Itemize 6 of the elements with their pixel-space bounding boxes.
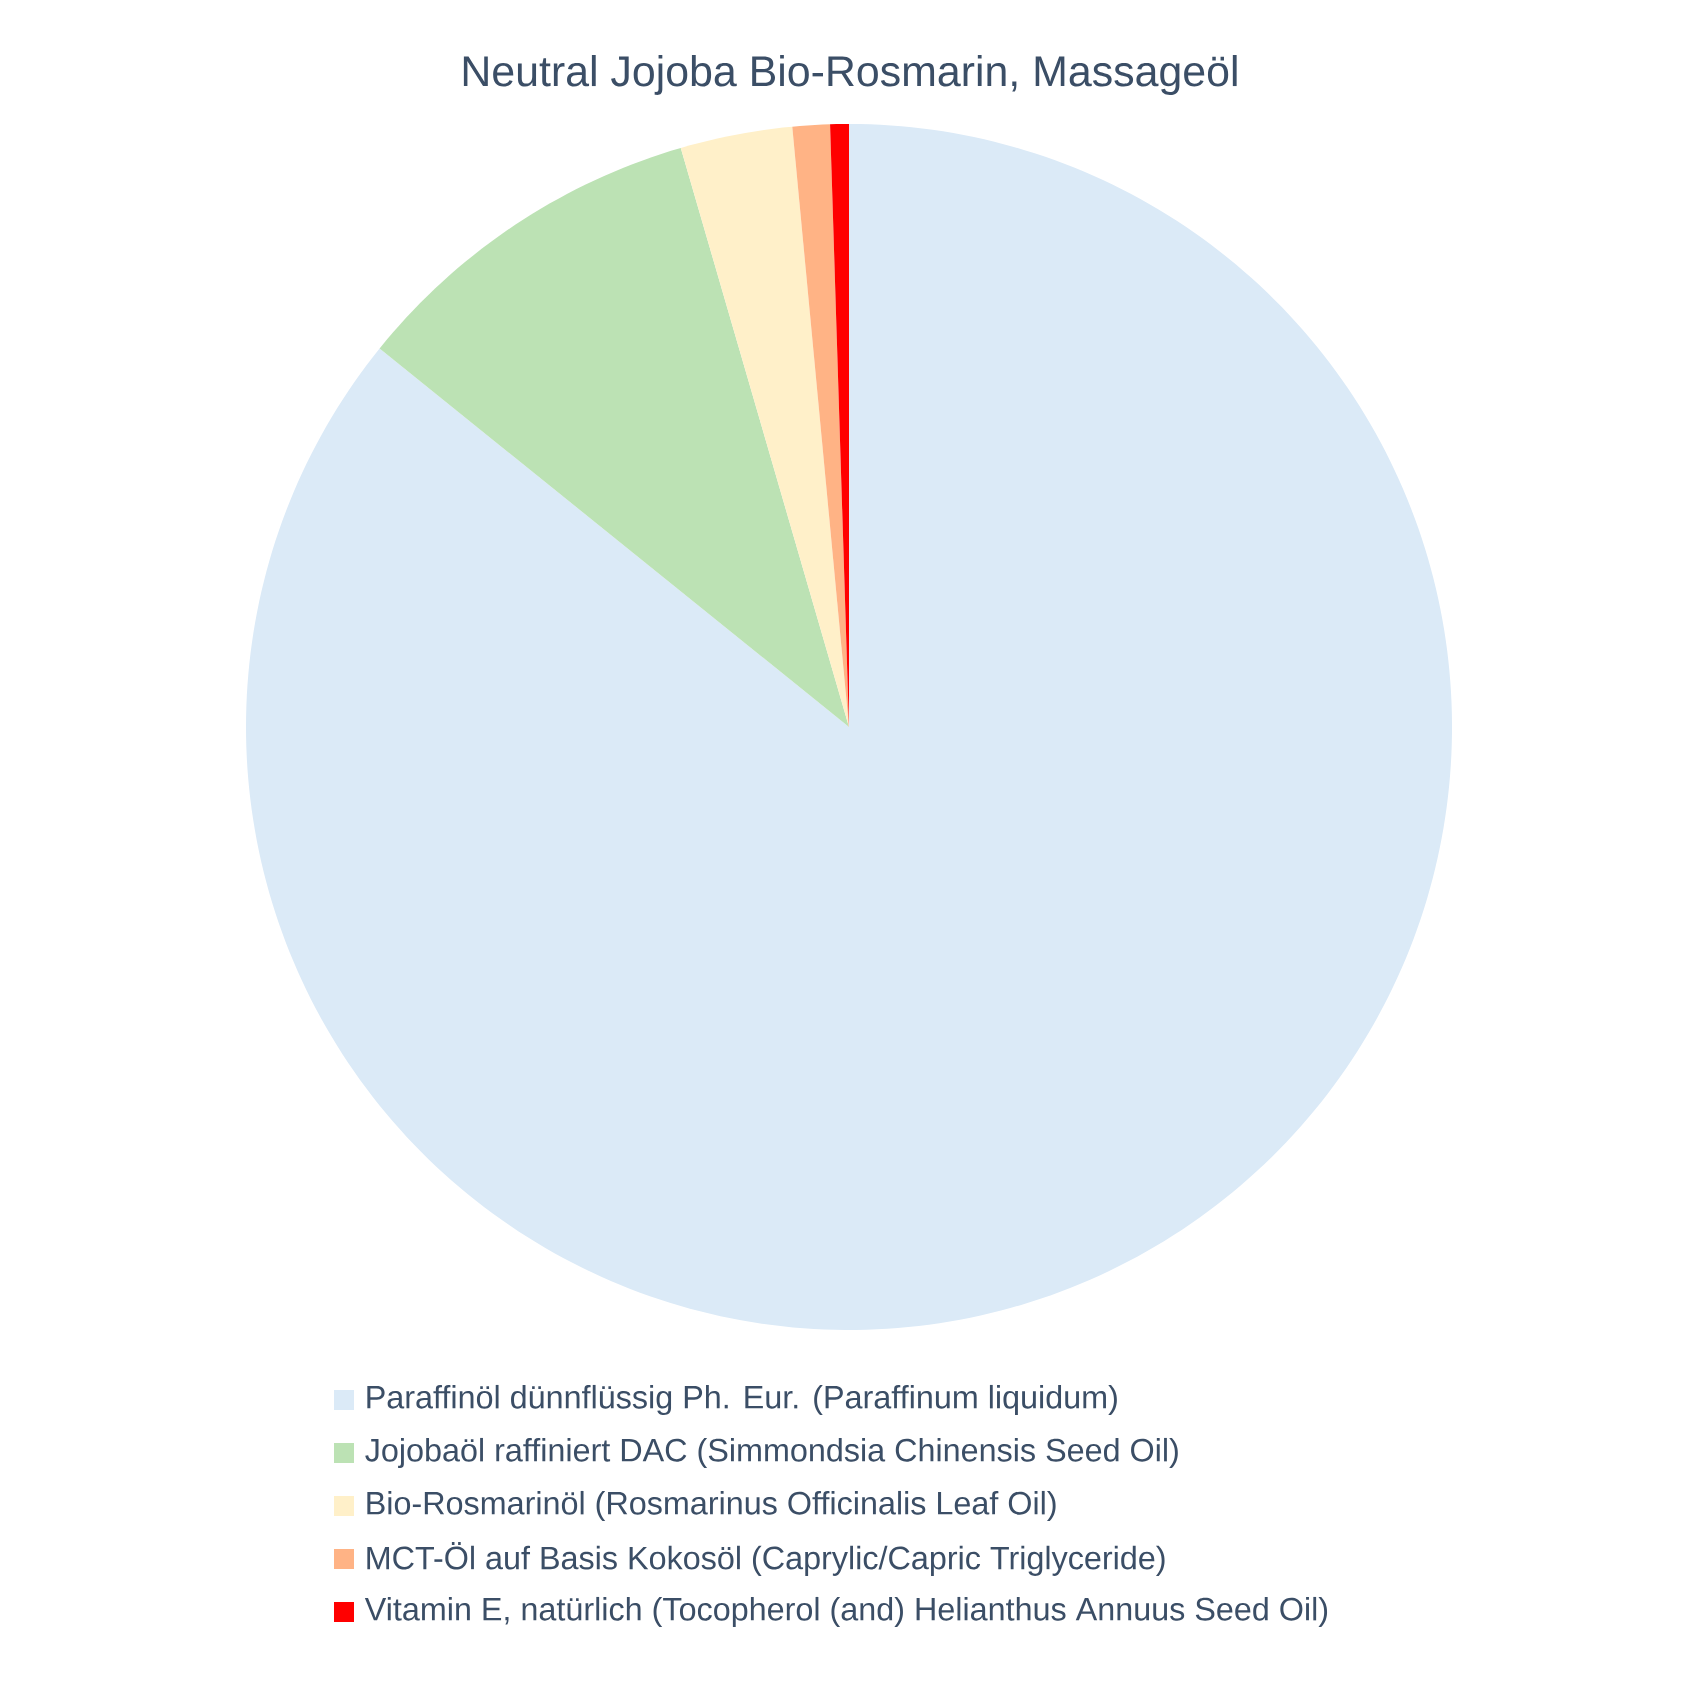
legend-label: Vitamin E, natürlich (Tocopherol (and) Helianthus Annuus Seed Oil)	[364, 1596, 1328, 1628]
legend-label: MCT-Öl auf Basis Kokosöl (Caprylic/Capric Triglyceride)	[367, 1542, 1165, 1576]
legend-label: Paraffinöl dünnflüssig Ph. Eur. (Paraffinum liquidum)	[367, 1384, 1117, 1416]
legend-label: Jojobaöl raffiniert DAC (Simmondsia Chinensis Seed Oil)	[365, 1437, 1178, 1469]
chart-title: Neutral Jojoba Bio-Rosmarin, Massageöl	[463, 54, 1237, 95]
legend-label: Bio-Rosmarinöl (Rosmarinus Officinalis Leaf Oil)	[367, 1490, 1056, 1522]
